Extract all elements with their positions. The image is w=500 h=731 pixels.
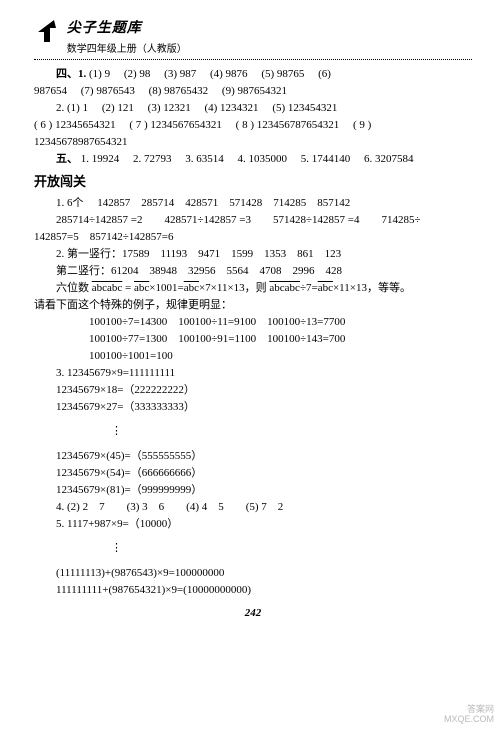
calc-b: 100100÷77=1300 100100÷91=1100 100100÷143… [34,331,472,348]
open-1-line2: 285714÷142857 =2 428571÷142857 =3 571428… [34,212,472,229]
p3-a: 3. 12345679×9=111111111 [34,365,472,382]
vdots-2: ⋮ [34,544,472,554]
page-header: 尖子生题库 数学四年级上册（人教版） [34,18,472,60]
sec4-q1-line1: 四、1. (1) 9 (2) 98 (3) 987 (4) 9876 (5) 9… [34,66,472,83]
p3-d: 12345679×(45)=（555555555） [34,448,472,465]
open-1-line3: 142857=5 857142÷142857=6 [34,229,472,246]
brand-title: 尖子生题库 [67,18,187,40]
open-sixdigit: 六位数 abcabc = abc×1001=abc×7×11×13，则 abca… [34,280,472,297]
open-1-line1: 1. 6个 142857 285714 428571 571428 714285… [34,195,472,212]
content-body: 四、1. (1) 9 (2) 98 (3) 987 (4) 9876 (5) 9… [34,66,472,622]
page-number: 242 [34,605,472,622]
divider [34,59,472,60]
open-2-row2: 第二竖行：61204 38948 32956 5564 4708 2996 42… [34,263,472,280]
open-title: 开放闯关 [34,172,472,192]
p5-a: 5. 1117+987×9=（10000） [34,516,472,533]
watermark-line2: MXQE.COM [444,715,494,725]
page: 尖子生题库 数学四年级上册（人教版） 四、1. (1) 9 (2) 98 (3)… [0,0,500,731]
p3-b: 12345679×18=（222222222） [34,382,472,399]
p3-f: 12345679×(81)=（999999999） [34,482,472,499]
p3-c: 12345679×27=（333333333） [34,399,472,416]
open-note: 请看下面这个特殊的例子，规律更明显： [34,297,472,314]
calc-a: 100100÷7=14300 100100÷11=9100 100100÷13=… [34,314,472,331]
open-2-row1: 2. 第一竖行：17589 11193 9471 1599 1353 861 1… [34,246,472,263]
sec4-q2-line3: 12345678987654321 [34,134,472,151]
p4: 4. (2) 2 7 (3) 3 6 (4) 4 5 (5) 7 2 [34,499,472,516]
vdots-1: ⋮ [34,427,472,437]
sec4-q1-line2: 987654 (7) 9876543 (8) 98765432 (9) 9876… [34,83,472,100]
arrow-icon [34,18,60,50]
watermark: 答案网 MXQE.COM [444,705,494,725]
calc-c: 100100÷1001=100 [34,348,472,365]
p3-e: 12345679×(54)=（666666666） [34,465,472,482]
sub-title: 数学四年级上册（人教版） [67,42,187,58]
sec5-lead: 五、 [56,153,78,165]
sec5-line: 五、 1. 19924 2. 72793 3. 63514 4. 1035000… [34,151,472,168]
p5-c: 111111111+(987654321)×9=(10000000000) [34,582,472,599]
sec4-q2-line2: ( 6 ) 12345654321 ( 7 ) 1234567654321 ( … [34,117,472,134]
sec4-lead: 四、1. [56,68,86,80]
sec4-q2-line1: 2. (1) 1 (2) 121 (3) 12321 (4) 1234321 (… [34,100,472,117]
p5-b: (11111113)+(9876543)×9=100000000 [34,565,472,582]
